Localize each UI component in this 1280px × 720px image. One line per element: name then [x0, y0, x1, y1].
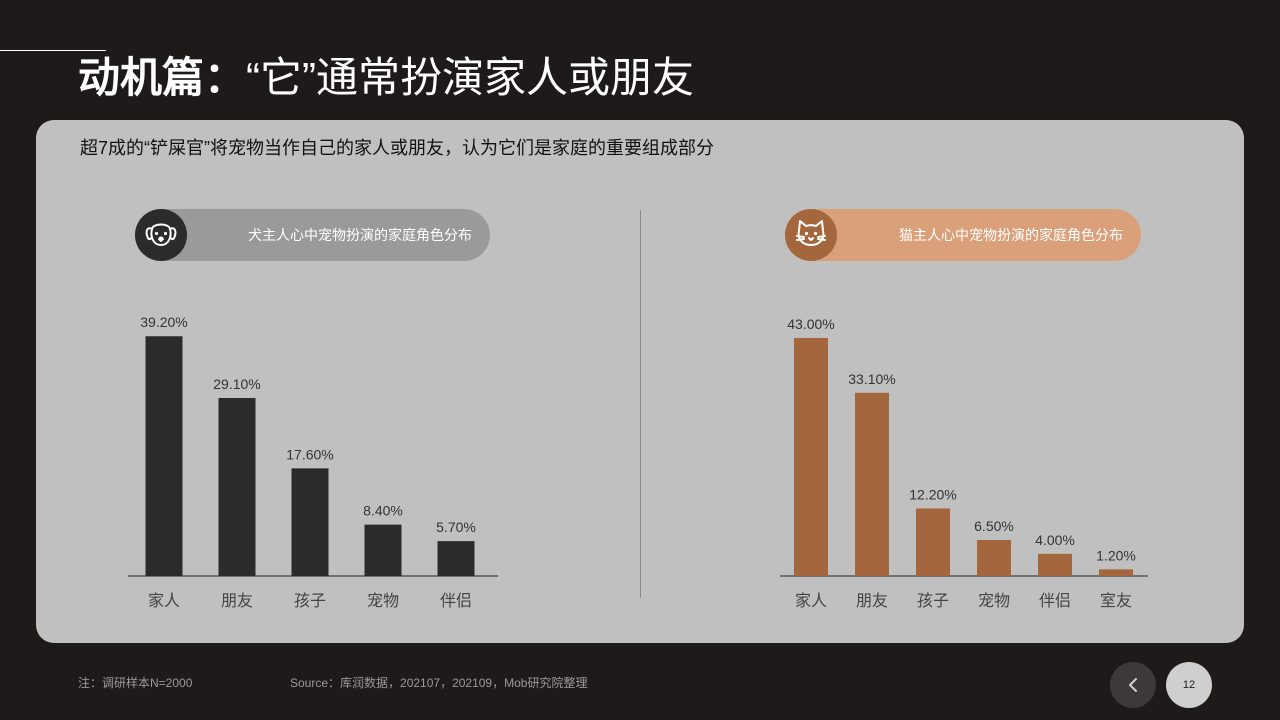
bar — [794, 338, 828, 576]
data-label: 33.10% — [848, 371, 895, 387]
cat-chart-title: 猫主人心中宠物扮演的家庭角色分布 — [899, 227, 1123, 243]
source-note: Source：库润数据，202107，202109，Mob研究院整理 — [290, 676, 588, 690]
category-tick-label: 家人 — [148, 592, 180, 610]
bar — [916, 508, 950, 576]
cat-icon — [785, 209, 837, 261]
data-label: 1.20% — [1096, 547, 1136, 563]
dog-chart-title: 犬主人心中宠物扮演的家庭角色分布 — [248, 227, 472, 243]
data-label: 5.70% — [436, 519, 476, 535]
dog-icon — [135, 209, 187, 261]
bar — [437, 541, 475, 576]
chevron-left-icon — [1129, 678, 1137, 692]
category-tick-label: 室友 — [1100, 592, 1132, 610]
category-tick-label: 孩子 — [294, 592, 326, 610]
data-label: 17.60% — [286, 446, 333, 462]
bar — [218, 398, 256, 576]
page-title-rest: “它”通常扮演家人或朋友 — [246, 54, 694, 101]
category-tick-label: 伴侣 — [440, 592, 472, 610]
previous-page-button[interactable] — [1110, 662, 1156, 708]
category-tick-label: 伴侣 — [1039, 592, 1071, 610]
top-rule — [0, 50, 106, 51]
dog-bar-chart-svg: 39.20% 家人 29.10% 朋友 17.60% 孩子 8.40% 宠物 5.70% 伴侣 — [128, 314, 498, 610]
category-tick-label: 朋友 — [221, 592, 253, 610]
bar — [291, 468, 329, 576]
bar — [145, 336, 183, 576]
dog-bar-chart: 39.20% 家人 29.10% 朋友 17.60% 孩子 8.40% 宠物 5.70% 伴侣 — [128, 290, 498, 620]
bar — [855, 392, 889, 576]
dog-chart-header: 犬主人心中宠物扮演的家庭角色分布 — [135, 209, 490, 261]
page-title-lead: 动机篇： — [78, 54, 247, 101]
bar — [364, 524, 402, 576]
data-label: 8.40% — [363, 503, 403, 519]
chart-divider — [640, 210, 641, 598]
page-title: 动机篇：“它”通常扮演家人或朋友 — [78, 50, 694, 106]
data-label: 29.10% — [213, 376, 260, 392]
sample-note: 注：调研样本N=2000 — [78, 676, 193, 690]
category-tick-label: 家人 — [795, 592, 827, 610]
data-label: 39.20% — [140, 314, 187, 330]
category-tick-label: 宠物 — [978, 592, 1010, 610]
cat-chart-header: 猫主人心中宠物扮演的家庭角色分布 — [785, 209, 1141, 261]
bar — [977, 540, 1011, 576]
category-tick-label: 宠物 — [367, 592, 399, 610]
data-label: 43.00% — [787, 316, 834, 332]
panel-subtitle: 超7成的“铲屎官”将宠物当作自己的家人或朋友，认为它们是家庭的重要组成部分 — [80, 138, 714, 158]
bar — [1099, 569, 1133, 576]
cat-bar-chart-svg: 43.00% 家人 33.10% 朋友 12.20% 孩子 6.50% 宠物 4.00% 伴侣 1.… — [780, 316, 1148, 610]
cat-bar-chart: 43.00% 家人 33.10% 朋友 12.20% 孩子 6.50% 宠物 4.00% 伴侣 1.… — [780, 290, 1148, 620]
data-label: 12.20% — [909, 486, 956, 502]
category-tick-label: 朋友 — [856, 592, 888, 610]
content-panel: 超7成的“铲屎官”将宠物当作自己的家人或朋友，认为它们是家庭的重要组成部分 犬主… — [36, 120, 1244, 643]
bar — [1038, 553, 1072, 576]
data-label: 4.00% — [1035, 532, 1075, 548]
data-label: 6.50% — [974, 518, 1014, 534]
category-tick-label: 孩子 — [917, 592, 949, 610]
page-number: 12 — [1166, 662, 1212, 708]
